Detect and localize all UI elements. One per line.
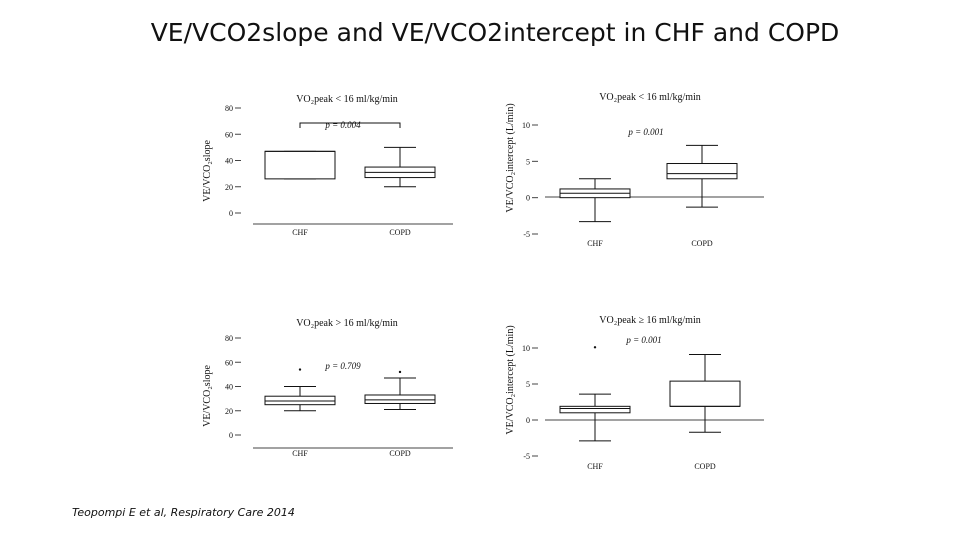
chart-title: VO₂peak > 16 ml/kg/min bbox=[296, 318, 398, 329]
box-copd bbox=[364, 370, 436, 411]
chart-slope-high-vo2: VO₂peak > 16 ml/kg/min VE/VCO₂slope 0 20 4… bbox=[202, 318, 453, 458]
x-label-chf: CHF bbox=[292, 228, 308, 237]
y-tick-label: 0 bbox=[229, 431, 233, 440]
y-tick-label: 0 bbox=[229, 209, 233, 218]
y-tick-label: 40 bbox=[225, 157, 233, 166]
box-iqr bbox=[669, 380, 741, 407]
y-tick-labels: 10 5 0 -5 bbox=[522, 121, 538, 239]
y-tick-label: 40 bbox=[225, 383, 233, 392]
box-chf bbox=[559, 346, 631, 442]
y-tick-label: 20 bbox=[225, 407, 233, 416]
y-tick-label: 60 bbox=[225, 358, 233, 367]
y-tick-label: -5 bbox=[523, 452, 530, 461]
slide-title: VE/VCO2slope and VE/VCO2intercept in CHF… bbox=[150, 18, 840, 47]
chart-title: VO₂peak ≥ 16 ml/kg/min bbox=[599, 315, 700, 326]
boxes bbox=[264, 146, 436, 188]
x-label-copd: COPD bbox=[691, 239, 713, 248]
p-value: p = 0.004 bbox=[324, 120, 361, 130]
outlier-point bbox=[398, 370, 402, 374]
boxes bbox=[264, 368, 436, 412]
y-axis-label: VE/VCO₂intercept (L/min) bbox=[505, 103, 516, 212]
boxes bbox=[559, 346, 741, 442]
outlier-point bbox=[593, 346, 597, 349]
x-label-chf: CHF bbox=[587, 462, 603, 471]
box-iqr bbox=[559, 405, 631, 414]
p-value: p = 0.001 bbox=[625, 335, 661, 345]
box-iqr bbox=[264, 395, 336, 406]
x-labels: CHF COPD bbox=[292, 449, 411, 458]
box-chf bbox=[559, 178, 631, 223]
y-tick-labels: 0 20 40 60 80 bbox=[225, 334, 241, 440]
boxes bbox=[559, 144, 738, 223]
y-tick-label: 5 bbox=[526, 157, 530, 166]
box-chf bbox=[264, 368, 336, 412]
y-axis-label: VE/VCO₂slope bbox=[202, 140, 213, 202]
box-chf bbox=[264, 150, 336, 180]
y-tick-label: 0 bbox=[526, 194, 530, 203]
chart-title: VO₂peak < 16 ml/kg/min bbox=[599, 92, 701, 103]
box-copd bbox=[364, 146, 436, 188]
box-iqr bbox=[264, 150, 336, 180]
y-tick-label: 10 bbox=[522, 344, 530, 353]
box-copd bbox=[666, 144, 738, 208]
chart-title: VO₂peak < 16 ml/kg/min bbox=[296, 94, 398, 105]
x-label-chf: CHF bbox=[292, 449, 308, 458]
chart-intercept-low-vo2: VO₂peak < 16 ml/kg/min VE/VCO₂intercept … bbox=[505, 92, 764, 248]
box-iqr bbox=[364, 394, 436, 404]
y-tick-label: 5 bbox=[526, 380, 530, 389]
y-tick-label: 10 bbox=[522, 121, 530, 130]
y-tick-labels: 10 5 0 -5 bbox=[522, 344, 538, 461]
x-label-copd: COPD bbox=[694, 462, 716, 471]
x-label-copd: COPD bbox=[389, 228, 411, 237]
y-tick-label: -5 bbox=[523, 230, 530, 239]
x-labels: CHF COPD bbox=[587, 462, 716, 471]
box-copd bbox=[669, 353, 741, 433]
y-tick-label: 20 bbox=[225, 183, 233, 192]
significance-bracket bbox=[299, 122, 401, 128]
chart-slope-low-vo2: VO₂peak < 16 ml/kg/min VE/VCO₂slope 0 20 4… bbox=[202, 94, 453, 237]
p-value: p = 0.001 bbox=[627, 127, 663, 137]
x-labels: CHF COPD bbox=[292, 228, 411, 237]
y-tick-label: 0 bbox=[526, 416, 530, 425]
citation: Teopompi E et al, Respiratory Care 2014 bbox=[72, 506, 295, 519]
y-tick-label: 60 bbox=[225, 130, 233, 139]
x-label-copd: COPD bbox=[389, 449, 411, 458]
y-tick-label: 80 bbox=[225, 334, 233, 343]
y-axis-label: VE/VCO₂slope bbox=[202, 365, 213, 427]
p-value: p = 0.709 bbox=[324, 361, 361, 371]
box-iqr bbox=[666, 163, 738, 180]
y-axis-label: VE/VCO₂intercept (L/min) bbox=[505, 325, 516, 434]
x-label-chf: CHF bbox=[587, 239, 603, 248]
y-tick-label: 80 bbox=[225, 104, 233, 113]
outlier-point bbox=[298, 368, 302, 371]
y-tick-labels: 0 20 40 60 80 bbox=[225, 104, 241, 218]
chart-intercept-high-vo2: VO₂peak ≥ 16 ml/kg/min VE/VCO₂intercept … bbox=[505, 315, 764, 471]
x-labels: CHF COPD bbox=[587, 239, 713, 248]
